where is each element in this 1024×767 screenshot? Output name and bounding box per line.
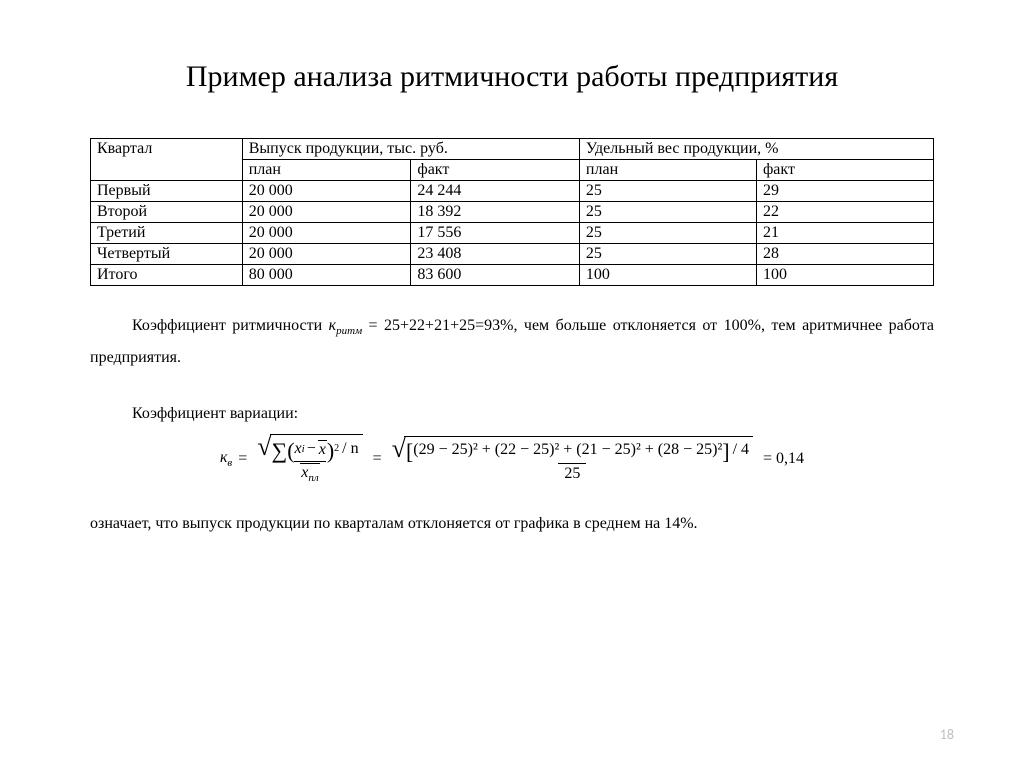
table-row: Второй 20 000 18 392 25 22 [91,202,934,223]
page-title: Пример анализа ритмичности работы предпр… [90,60,934,94]
col-output-plan: план [242,160,411,181]
production-table: Квартал Выпуск продукции, тыс. руб. Удел… [90,138,934,286]
cell-name: Четвертый [91,244,243,265]
cell-name: Второй [91,202,243,223]
col-output: Выпуск продукции, тыс. руб. [242,139,579,160]
table-row: Первый 20 000 24 244 25 29 [91,181,934,202]
result: = 0,14 [763,450,804,468]
cell-sh-fact: 28 [756,244,933,265]
formula-variation: кв = √ ∑ ( xi − x )2 / n xп [90,434,934,484]
table-row-total: Итого 80 000 83 600 100 100 [91,265,934,286]
text-lead: Коэффициент ритмичности [132,317,329,334]
cell-out-fact: 17 556 [411,223,580,244]
table-row: Третий 20 000 17 556 25 21 [91,223,934,244]
paragraph-conclusion: означает, что выпуск продукции по кварта… [90,508,934,540]
fraction-expanded: √ [ (29 − 25)² + (22 − 25)² + (21 − 25)²… [388,436,757,483]
equals-2: = [373,450,382,468]
fraction-generic: √ ∑ ( xi − x )2 / n xпл [253,434,366,484]
cell-out-fact: 83 600 [411,265,580,286]
cell-sh-plan: 25 [579,223,756,244]
cell-sh-plan: 100 [579,265,756,286]
cell-sh-fact: 29 [756,181,933,202]
equals-1: = [238,450,247,468]
cell-out-fact: 24 244 [411,181,580,202]
cell-out-plan: 20 000 [242,223,411,244]
cell-sh-plan: 25 [579,202,756,223]
symbol-k-ritm: критм [329,317,362,334]
paragraph-rhythm-coefficient: Коэффициент ритмичности критм = 25+22+21… [90,310,934,374]
cell-sh-plan: 25 [579,244,756,265]
cell-sh-fact: 22 [756,202,933,223]
col-output-fact: факт [411,160,580,181]
cell-name: Первый [91,181,243,202]
cell-out-plan: 20 000 [242,181,411,202]
cell-out-fact: 23 408 [411,244,580,265]
cell-out-plan: 20 000 [242,202,411,223]
symbol-kv: кв [220,449,232,469]
sqrt-expanded: √ [ (29 − 25)² + (22 − 25)² + (21 − 25)²… [392,436,753,462]
col-share: Удельный вес продукции, % [579,139,933,160]
col-share-fact: факт [756,160,933,181]
expanded-terms: (29 − 25)² + (22 − 25)² + (21 − 25)² + (… [413,441,722,459]
col-share-plan: план [579,160,756,181]
table-header-row-1: Квартал Выпуск продукции, тыс. руб. Удел… [91,139,934,160]
table-row: Четвертый 20 000 23 408 25 28 [91,244,934,265]
col-quarter: Квартал [91,139,243,181]
cell-sh-fact: 21 [756,223,933,244]
cell-out-fact: 18 392 [411,202,580,223]
paragraph-variation-label: Коэффициент вариации: [90,398,934,430]
cell-sh-fact: 100 [756,265,933,286]
cell-out-plan: 80 000 [242,265,411,286]
page-number: 18 [940,726,954,743]
sqrt-generic: √ ∑ ( xi − x )2 / n [257,434,362,460]
sigma-icon: ∑ [272,440,288,462]
cell-name: Итого [91,265,243,286]
cell-sh-plan: 25 [579,181,756,202]
cell-out-plan: 20 000 [242,244,411,265]
cell-name: Третий [91,223,243,244]
